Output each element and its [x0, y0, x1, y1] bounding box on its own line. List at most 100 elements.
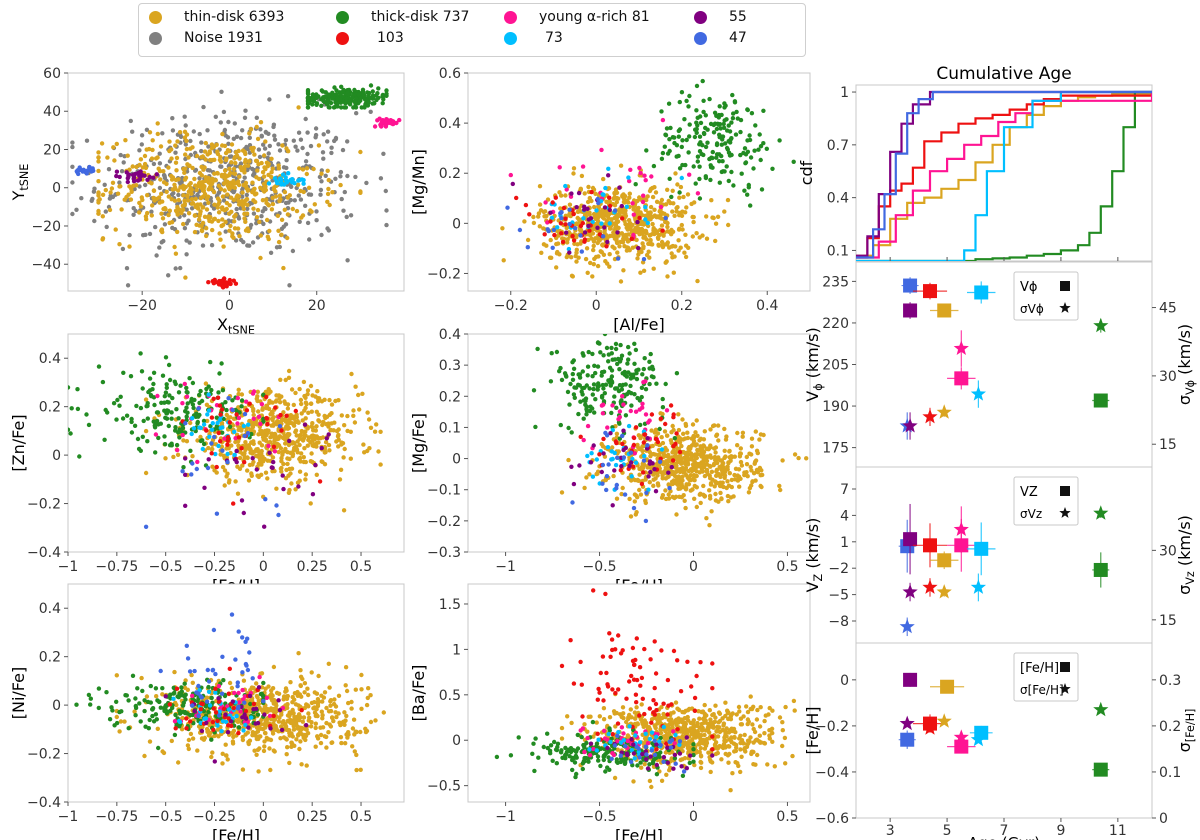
- scatter-point: [600, 382, 605, 388]
- scatter-point: [266, 428, 271, 433]
- scatter-point: [305, 130, 310, 135]
- scatter-point: [601, 451, 606, 456]
- scatter-point: [240, 463, 245, 468]
- scatter-point: [745, 474, 750, 479]
- scatter-point: [586, 223, 591, 229]
- scatter-point: [300, 213, 306, 218]
- scatter-point: [345, 413, 350, 419]
- scatter-point: [343, 665, 349, 670]
- scatter-point: [346, 700, 351, 706]
- scatter-point: [190, 461, 195, 466]
- scatter-point: [188, 146, 193, 151]
- scatter-point: [639, 481, 645, 487]
- scatter-point: [225, 135, 231, 140]
- scatter-point: [206, 384, 211, 389]
- scatter-point: [246, 478, 252, 483]
- scatter-point: [222, 143, 228, 149]
- scatter-point: [271, 444, 277, 449]
- scatter-point: [719, 496, 724, 501]
- scatter-point: [298, 683, 303, 688]
- scatter-point: [554, 265, 559, 270]
- scatter-point: [251, 211, 257, 216]
- scatter-point: [131, 183, 136, 188]
- scatter-point: [119, 207, 124, 212]
- scatter-point: [620, 433, 625, 439]
- scatter-point: [760, 472, 765, 478]
- scatter-point: [169, 443, 174, 448]
- scatter-point: [308, 401, 314, 406]
- scatter-point: [561, 205, 567, 211]
- scatter-point: [163, 211, 168, 216]
- scatter-point: [153, 432, 159, 437]
- scatter-point: [173, 150, 178, 155]
- scatter-point: [318, 740, 324, 746]
- scatter-point: [302, 705, 308, 711]
- scatter-point: [219, 407, 225, 412]
- scatter-point: [616, 449, 621, 454]
- scatter-point: [649, 174, 654, 179]
- scatter-point: [613, 346, 619, 352]
- legend-item-noise: Noise 1931: [149, 30, 263, 46]
- scatter-point: [108, 193, 113, 198]
- scatter-point: [632, 341, 637, 346]
- scatter-point: [258, 255, 263, 261]
- scatter-point: [185, 743, 191, 748]
- scatter-point: [634, 510, 639, 515]
- scatter-point: [628, 450, 634, 455]
- scatter-point: [325, 199, 330, 204]
- scatter-point: [182, 177, 188, 182]
- scatter-point: [258, 185, 263, 190]
- scatter-point: [607, 207, 612, 213]
- scatter-point: [209, 387, 214, 393]
- scatter-point: [325, 129, 331, 134]
- scatter-point: [147, 231, 153, 237]
- scatter-point: [301, 177, 306, 183]
- scatter-point: [243, 198, 248, 203]
- scatter-point: [333, 176, 338, 181]
- scatter-point: [700, 143, 705, 148]
- x-tick-label: 0.4: [756, 298, 778, 314]
- scatter-point: [295, 480, 301, 485]
- scatter-point: [143, 165, 149, 171]
- scatter-point: [649, 412, 655, 417]
- scatter-point: [616, 417, 621, 422]
- scatter-point: [279, 217, 285, 222]
- y-tick-label: 0: [452, 452, 461, 468]
- scatter-point: [159, 191, 164, 196]
- scatter-point: [300, 418, 305, 423]
- scatter-point: [658, 416, 664, 421]
- scatter-point: [269, 465, 274, 470]
- scatter-point: [241, 452, 247, 458]
- scatter-point: [607, 203, 613, 209]
- scatter-point: [218, 425, 223, 431]
- scatter-point: [197, 400, 202, 406]
- scatter-point: [281, 410, 286, 415]
- scatter-point: [620, 240, 626, 245]
- scatter-point: [224, 412, 229, 418]
- legend-marker: [504, 31, 517, 45]
- scatter-point: [114, 417, 119, 422]
- scatter-point: [329, 145, 334, 150]
- scatter-point: [305, 686, 310, 691]
- scatter-point: [181, 221, 186, 227]
- scatter-point: [559, 216, 564, 221]
- scatter-point: [683, 465, 689, 470]
- scatter-point: [229, 160, 234, 165]
- scatter-point: [680, 474, 685, 479]
- scatter-point: [210, 421, 215, 426]
- scatter-point: [354, 752, 359, 758]
- scatter-point: [91, 189, 97, 194]
- scatter-point: [215, 395, 221, 400]
- scatter-point: [643, 412, 649, 417]
- scatter-point: [258, 428, 263, 433]
- scatter-point: [297, 177, 302, 183]
- legend-marker: [694, 10, 707, 24]
- scatter-point: [607, 252, 612, 257]
- scatter-point: [220, 131, 225, 137]
- scatter-point: [610, 233, 615, 238]
- scatter-point: [641, 193, 646, 198]
- scatter-point: [606, 215, 611, 221]
- scatter-point: [569, 255, 574, 260]
- scatter-point: [612, 394, 617, 399]
- scatter-point: [510, 181, 515, 187]
